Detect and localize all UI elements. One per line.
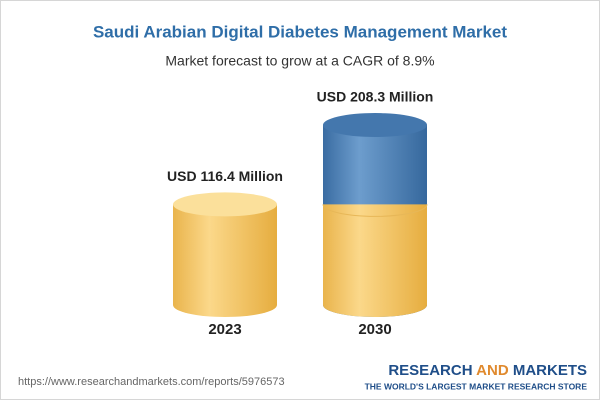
brand-word: AND	[476, 362, 509, 379]
cylinder	[173, 204, 277, 317]
x-tick-label: 2030	[358, 321, 391, 338]
value-label: USD 208.3 Million	[317, 89, 434, 105]
chart-title: Saudi Arabian Digital Diabetes Managemen…	[93, 22, 507, 41]
source-url: https://www.researchandmarkets.com/repor…	[18, 376, 285, 388]
cylinder-top	[323, 113, 427, 137]
brand-word: RESEARCH	[388, 362, 472, 379]
chart-subtitle: Market forecast to grow at a CAGR of 8.9…	[165, 53, 434, 69]
cylinder-top	[173, 192, 277, 217]
brand-word: MARKETS	[513, 362, 587, 379]
cylinder-base	[323, 204, 427, 317]
cylinder-seam	[322, 204, 428, 217]
x-tick-label: 2023	[208, 321, 241, 338]
brand-logo: RESEARCH AND MARKETS	[388, 362, 587, 379]
value-label: USD 116.4 Million	[167, 168, 283, 184]
brand-tagline: THE WORLD'S LARGEST MARKET RESEARCH STOR…	[365, 381, 588, 391]
